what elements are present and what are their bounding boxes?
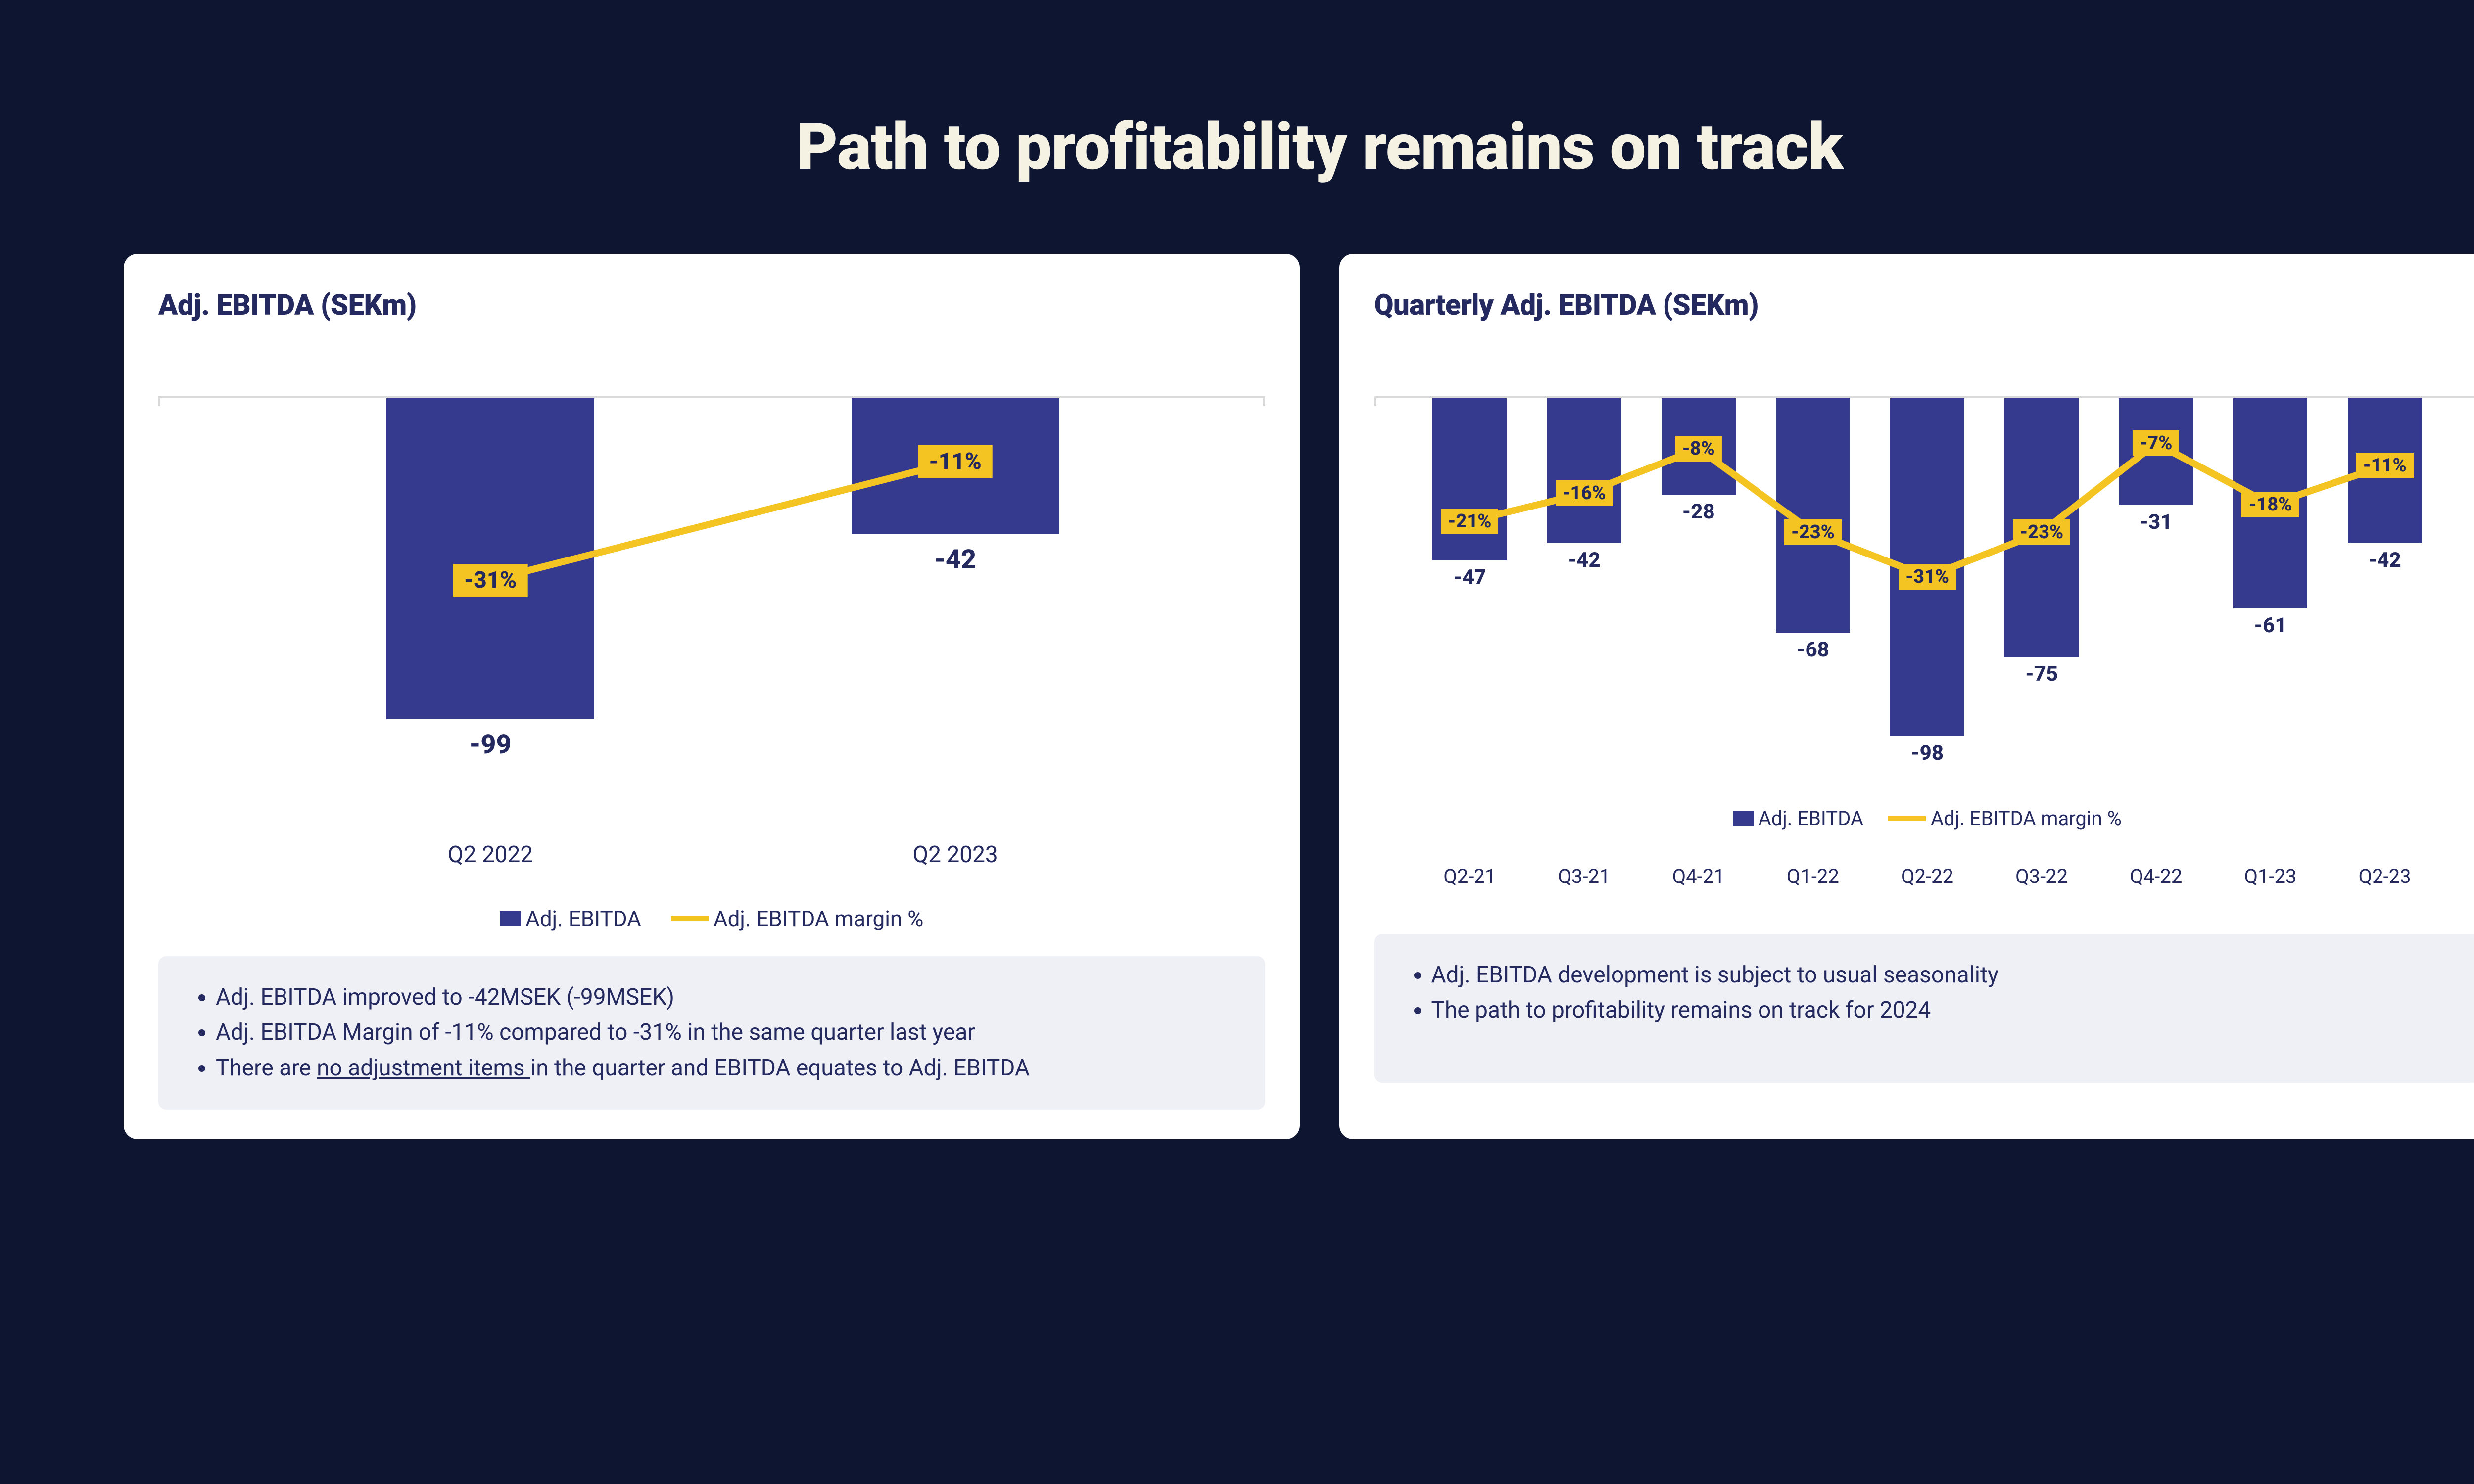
category-label: Q3-21 bbox=[1558, 865, 1611, 888]
margin-label: -18% bbox=[2241, 492, 2299, 517]
legend-item-line: Adj. EBITDA margin % bbox=[1888, 807, 2122, 830]
right-margin-line bbox=[1374, 396, 2474, 802]
right-legend-wrap: Adj. EBITDA Adj. EBITDA margin % bbox=[1374, 807, 2474, 830]
right-card-title: Quarterly Adj. EBITDA (SEKm) bbox=[1374, 288, 2474, 322]
legend-line-label: Adj. EBITDA margin % bbox=[714, 906, 924, 931]
right-notes: Adj. EBITDA development is subject to us… bbox=[1374, 934, 2474, 1083]
category-label: Q2-21 bbox=[1443, 865, 1496, 888]
note-item: Adj. EBITDA Margin of -11% compared to -… bbox=[216, 1015, 1236, 1050]
category-label: Q3-22 bbox=[2015, 865, 2068, 888]
legend-item-bar: Adj. EBITDA bbox=[1733, 807, 1863, 830]
note-item: The path to profitability remains on tra… bbox=[1431, 993, 2451, 1028]
note-item: There are no adjustment items in the qua… bbox=[216, 1051, 1236, 1086]
margin-label: -16% bbox=[1556, 480, 1613, 506]
right-legend: Adj. EBITDA Adj. EBITDA margin % bbox=[1374, 807, 2474, 830]
right-category-labels: Q2-21 Q3-21 Q4-21 Q1-22 Q2-22 Q3-22 Q4-22 Q1-23… bbox=[1374, 865, 2474, 899]
left-chart-area: -99-42-31%-11% bbox=[158, 396, 1265, 812]
left-category-labels: Q2 2022 Q2 2023 bbox=[158, 841, 1265, 876]
category-label: Q2-22 bbox=[1901, 865, 1953, 888]
category-label: Q1-23 bbox=[2244, 865, 2296, 888]
note-item: Adj. EBITDA improved to -42MSEK (-99MSEK… bbox=[216, 980, 1236, 1015]
left-notes: Adj. EBITDA improved to -42MSEK (-99MSEK… bbox=[158, 956, 1265, 1110]
margin-label: -8% bbox=[1675, 436, 1722, 462]
cards-row: Adj. EBITDA (SEKm) -99-42-31%-11% Q2 202… bbox=[0, 185, 2474, 1139]
category-label: Q1-22 bbox=[1787, 865, 1839, 888]
legend-line-label: Adj. EBITDA margin % bbox=[1931, 807, 2122, 830]
left-card: Adj. EBITDA (SEKm) -99-42-31%-11% Q2 202… bbox=[124, 254, 1300, 1139]
bar-swatch bbox=[1733, 811, 1754, 826]
margin-label: -23% bbox=[1784, 519, 1842, 545]
left-margin-line bbox=[158, 396, 1265, 812]
category-label: Q4-22 bbox=[2130, 865, 2182, 888]
margin-label: -31% bbox=[1899, 564, 1956, 590]
margin-label: -31% bbox=[453, 564, 528, 597]
category-label: Q2 2023 bbox=[912, 841, 998, 868]
line-swatch bbox=[671, 916, 709, 921]
right-chart-area: -47-42-28-68-98-75-31-61-42-21%-16%-8%-2… bbox=[1374, 396, 2474, 802]
legend-bar-label: Adj. EBITDA bbox=[1759, 807, 1863, 830]
margin-label: -23% bbox=[2013, 519, 2070, 545]
margin-label: -11% bbox=[2356, 453, 2414, 478]
category-label: Q2 2022 bbox=[448, 841, 533, 868]
margin-label: -7% bbox=[2133, 430, 2179, 456]
legend-bar-label: Adj. EBITDA bbox=[525, 906, 641, 931]
bar-swatch bbox=[500, 911, 521, 926]
legend-item-line: Adj. EBITDA margin % bbox=[671, 906, 924, 931]
category-label: Q2-23 bbox=[2359, 865, 2411, 888]
left-card-title: Adj. EBITDA (SEKm) bbox=[158, 288, 1265, 322]
margin-label: -21% bbox=[1441, 509, 1498, 534]
line-swatch bbox=[1888, 816, 1926, 821]
category-label: Q4-21 bbox=[1672, 865, 1725, 888]
margin-label: -11% bbox=[918, 445, 993, 478]
legend-item-bar: Adj. EBITDA bbox=[500, 906, 641, 931]
slide-title: Path to profitability remains on track bbox=[0, 0, 2474, 185]
note-item: Adj. EBITDA development is subject to us… bbox=[1431, 958, 2451, 993]
left-legend: Adj. EBITDA Adj. EBITDA margin % bbox=[158, 906, 1265, 931]
right-card: Quarterly Adj. EBITDA (SEKm) -47-42-28-6… bbox=[1339, 254, 2474, 1139]
